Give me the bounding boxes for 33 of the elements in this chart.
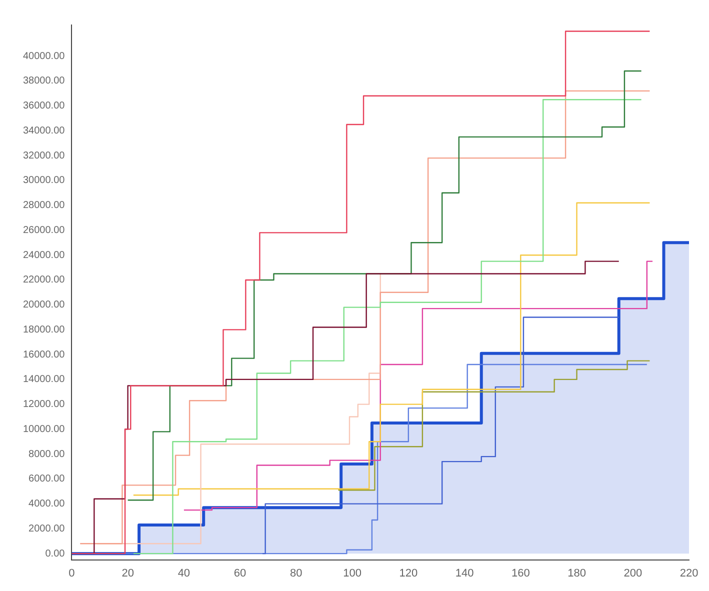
y-tick-label: 24000.00 (22, 250, 66, 261)
x-tick-label: 120 (399, 567, 418, 580)
y-tick-label: 20000.00 (22, 300, 66, 311)
x-tick-label: 0 (68, 567, 75, 580)
x-tick-label: 80 (290, 567, 302, 580)
y-tick-label: 16000.00 (22, 349, 66, 360)
x-tick-label: 140 (455, 567, 474, 580)
y-tick-label: 28000.00 (22, 200, 66, 212)
y-tick-label: 10000.00 (22, 424, 66, 435)
y-tick-label: 2000.00 (28, 523, 66, 534)
y-tick-label: 8000.00 (28, 448, 66, 460)
x-tick-label: 200 (624, 567, 642, 580)
x-tick-label: 160 (511, 567, 530, 580)
y-tick-label: 0.00 (45, 548, 66, 560)
y-tick-label: 30000.00 (22, 175, 66, 186)
y-tick-label: 32000.00 (22, 150, 66, 162)
y-tick-label: 12000.00 (22, 399, 66, 410)
y-tick-label: 6000.00 (28, 474, 66, 485)
y-tick-label: 36000.00 (22, 100, 66, 112)
y-tick-label: 34000.00 (22, 125, 66, 136)
x-tick-label: 20 (122, 567, 134, 580)
y-tick-label: 38000.00 (22, 76, 66, 87)
x-tick-label: 220 (680, 567, 698, 580)
x-tick-label: 100 (343, 567, 362, 580)
y-tick-label: 14000.00 (22, 374, 66, 386)
y-tick-label: 4000.00 (28, 498, 66, 510)
x-tick-label: 40 (178, 567, 190, 580)
y-tick-label: 18000.00 (22, 324, 66, 336)
x-tick-label: 60 (234, 567, 246, 580)
y-tick-label: 22000.00 (22, 274, 66, 286)
x-tick-label: 180 (568, 567, 586, 580)
y-tick-label: 26000.00 (22, 224, 66, 236)
y-tick-label: 40000.00 (22, 50, 66, 62)
